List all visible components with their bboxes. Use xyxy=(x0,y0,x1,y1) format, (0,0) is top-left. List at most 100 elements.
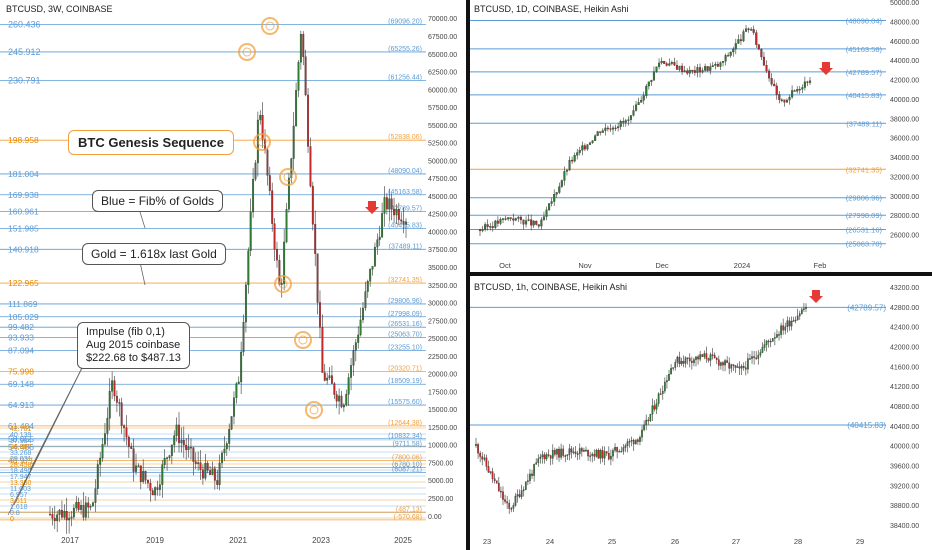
price-tick-label: 32500.00 xyxy=(428,283,457,290)
time-tick-label: 2019 xyxy=(146,536,164,545)
fib-ratio-left-label: 93.933 xyxy=(8,333,34,343)
candle-body xyxy=(658,62,661,67)
candle-body xyxy=(501,218,505,220)
highlight-circle-inner xyxy=(309,405,319,415)
price-tick-label: 42800.00 xyxy=(890,305,919,312)
candle-body xyxy=(252,179,255,213)
candle-body xyxy=(666,380,668,383)
candle-body xyxy=(599,131,602,133)
hourly-down-arrow xyxy=(809,290,823,303)
candle-body xyxy=(690,360,693,363)
candle-body xyxy=(583,145,586,150)
candle-body xyxy=(632,110,635,116)
candle-body xyxy=(803,81,806,88)
candle-body xyxy=(630,440,633,442)
candle-body xyxy=(87,502,90,508)
candle-body xyxy=(790,321,793,327)
candle-body xyxy=(660,60,663,64)
candle-body xyxy=(673,62,676,66)
candle-body xyxy=(354,342,357,351)
candle-body xyxy=(201,469,204,479)
title-callout-text: BTC Genesis Sequence xyxy=(78,135,224,150)
candle-body xyxy=(737,39,740,44)
candle-body xyxy=(715,357,718,360)
price-tick-label: 70000.00 xyxy=(428,16,457,23)
fib-level-label: (48090.04) xyxy=(846,17,883,26)
candle-body xyxy=(259,115,262,121)
candle-body xyxy=(518,494,521,497)
candle-body xyxy=(744,367,747,370)
candle-body xyxy=(295,90,298,127)
time-tick-label: 2024 xyxy=(734,261,751,270)
candle-body xyxy=(494,220,497,228)
candle-body xyxy=(642,95,645,101)
fib-ratio-left-label: 99.482 xyxy=(8,322,34,332)
candle-body xyxy=(601,130,604,133)
candle-body xyxy=(606,127,609,130)
price-tick-label: 7500.00 xyxy=(428,460,453,467)
candle-body xyxy=(509,217,512,219)
candle-body xyxy=(706,66,709,71)
candle-body xyxy=(75,502,78,509)
gold-callout: Gold = 1.618x last Gold xyxy=(82,243,226,265)
candle-body xyxy=(514,218,517,221)
candle-body xyxy=(516,494,519,497)
candle-body xyxy=(541,454,544,458)
hourly-chart-panel: (42789.57) (40415.83) 43200.00 42800.00 424… xyxy=(470,282,919,546)
candle-body xyxy=(187,447,190,451)
candle-body xyxy=(314,224,317,254)
candle-body xyxy=(609,128,612,130)
candle-body xyxy=(111,380,114,392)
price-tick-label: 40800.00 xyxy=(890,404,919,411)
candle-body xyxy=(629,115,632,120)
highlight-circle-inner xyxy=(265,21,275,31)
left-candles xyxy=(49,30,407,534)
fib-ratio-left-label: 87.094 xyxy=(8,345,34,355)
candle-body xyxy=(405,221,407,225)
hourly-price-axis: 43200.00 42800.00 42400.00 42000.00 41600.00… xyxy=(890,285,919,530)
candle-body xyxy=(287,177,290,210)
candle-body xyxy=(755,32,758,45)
candle-body xyxy=(182,440,185,446)
time-tick-label: 27 xyxy=(732,537,740,546)
candle-body xyxy=(614,127,617,130)
candle-body xyxy=(765,65,768,72)
candle-body xyxy=(678,65,681,70)
price-tick-label: 20000.00 xyxy=(428,372,457,379)
candle-body xyxy=(682,361,685,364)
candle-body xyxy=(491,226,494,228)
price-tick-label: 42000.00 xyxy=(890,78,919,85)
price-tick-label: 62500.00 xyxy=(428,70,457,77)
candle-body xyxy=(108,391,111,419)
callout-pointer xyxy=(139,211,146,229)
candle-body xyxy=(475,444,477,446)
price-tick-label: 37500.00 xyxy=(428,247,457,254)
fib-level-right-label: (32741.35) xyxy=(388,277,422,284)
candle-body xyxy=(801,87,804,90)
candle-body xyxy=(486,224,489,227)
candle-body xyxy=(588,142,592,145)
candle-body xyxy=(641,429,643,438)
candle-body xyxy=(755,357,758,359)
price-tick-label: 5000.00 xyxy=(428,478,453,485)
candle-body xyxy=(323,372,326,381)
fib-level-right-label: (45163.58) xyxy=(388,189,422,196)
candle-body xyxy=(780,99,783,101)
fib-level-label: (37489.11) xyxy=(846,119,882,128)
candle-body xyxy=(596,131,599,136)
candle-body xyxy=(173,435,176,446)
fib-level-label: (32741.35) xyxy=(846,165,883,174)
candle-body xyxy=(524,481,527,490)
fib-level-label: (25063.70) xyxy=(846,240,883,249)
candle-body xyxy=(520,490,523,497)
candle-body xyxy=(697,356,699,360)
price-tick-label: 48000.00 xyxy=(890,19,919,26)
candle-body xyxy=(477,444,479,454)
time-tick-label: 28 xyxy=(794,537,802,546)
candle-body xyxy=(736,366,739,368)
candle-body xyxy=(655,403,658,410)
candle-body xyxy=(698,67,702,73)
candle-body xyxy=(739,39,742,42)
candle-body xyxy=(555,192,558,195)
price-tick-label: 38400.00 xyxy=(890,523,919,530)
